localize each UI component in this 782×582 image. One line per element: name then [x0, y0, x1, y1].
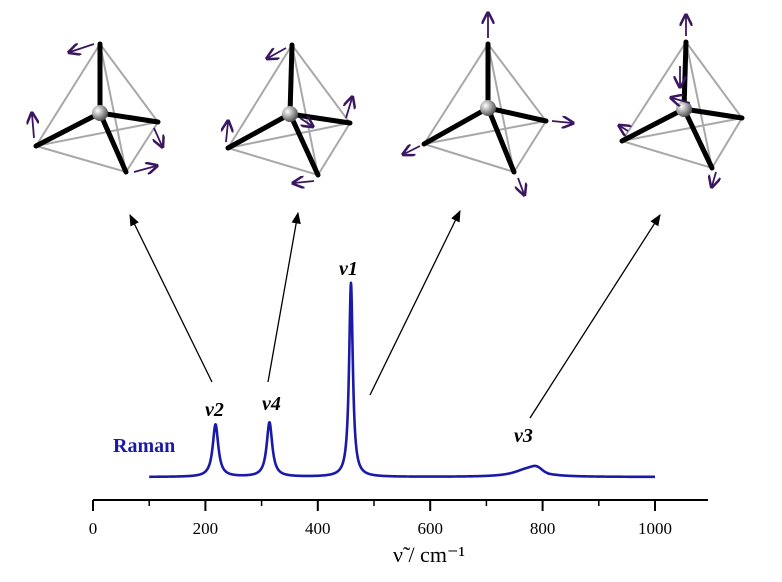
arrow-nu4	[267, 211, 301, 383]
x-tick-label: 200	[193, 519, 219, 538]
nu4-mode-diagram	[226, 42, 352, 183]
x-tick-label: 0	[89, 519, 98, 538]
x-tick-label: 600	[417, 519, 443, 538]
mode-connector-arrows	[129, 209, 661, 419]
arrow-nu2	[129, 213, 213, 383]
nu3-mode-diagram	[620, 16, 745, 186]
arrow-nu3	[529, 214, 661, 419]
raman-spectrum-line	[148, 281, 657, 479]
peak-label-nu4: ν4	[262, 393, 281, 415]
peak-label-nu1: ν1	[339, 258, 358, 280]
peak-label-nu2: ν2	[205, 399, 224, 421]
x-axis-title: ν̃ / cm⁻¹	[393, 542, 465, 567]
arrow-nu1	[369, 209, 461, 396]
x-axis-ticks: 0 200 400 600 800 1000	[89, 500, 672, 538]
x-tick-label: 1000	[638, 519, 672, 538]
x-tick-label: 400	[305, 519, 331, 538]
x-tick-label: 800	[530, 519, 556, 538]
peak-label-nu3: ν3	[514, 425, 533, 447]
series-label-raman: Raman	[113, 435, 175, 457]
nu2-mode-diagram	[32, 41, 162, 172]
nu1-mode-diagram	[404, 14, 572, 194]
